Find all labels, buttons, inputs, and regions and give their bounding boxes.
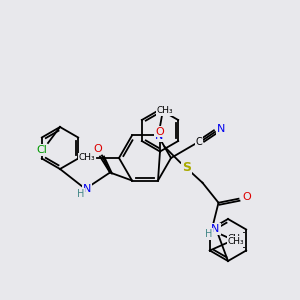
- Text: CH₃: CH₃: [79, 154, 95, 163]
- Text: N: N: [211, 224, 220, 234]
- Text: H: H: [77, 188, 85, 199]
- Text: N: N: [217, 124, 225, 134]
- Text: CH₃: CH₃: [157, 106, 173, 115]
- Text: Cl: Cl: [37, 145, 47, 155]
- Text: N: N: [155, 131, 163, 142]
- Text: CH₃: CH₃: [227, 234, 244, 243]
- Text: O: O: [156, 127, 164, 136]
- Text: O: O: [94, 143, 102, 154]
- Text: O: O: [242, 192, 251, 202]
- Text: N: N: [83, 184, 91, 194]
- Text: H: H: [205, 229, 212, 239]
- Text: S: S: [182, 161, 191, 174]
- Text: C: C: [196, 137, 202, 147]
- Text: CH₃: CH₃: [227, 237, 244, 246]
